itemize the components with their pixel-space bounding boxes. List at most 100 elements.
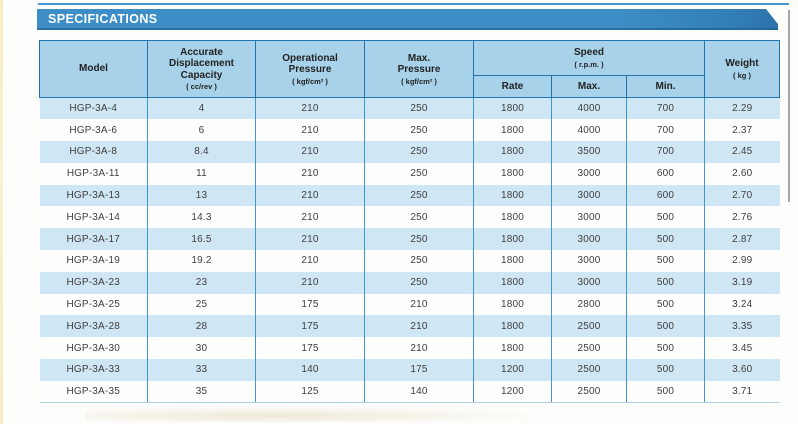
model-cell: HGP-3A-23: [66, 277, 120, 289]
table-row: HGP-3A-25 25 175 210 1800 2800 500 3.24: [39, 293, 780, 316]
weight-cell: 2.70: [704, 184, 780, 207]
speed-rate-cell: 1800: [473, 271, 552, 294]
speed-rate-cell: 1800: [473, 293, 552, 316]
table-row: HGP-3A-6 6 210 250 1800 4000 700 2.37: [39, 119, 780, 142]
table-row: HGP-3A-19 19.2 210 250 1800 3000 500 2.9…: [39, 250, 780, 272]
max-pressure-cell: 250: [364, 97, 474, 120]
speed-min-cell: 500: [626, 228, 705, 251]
weight-cell: 2.29: [704, 97, 780, 120]
max-pressure-cell: 210: [364, 293, 474, 316]
speed-min-cell: 600: [626, 184, 705, 207]
max-pressure-cell: 250: [364, 250, 474, 272]
weight-header-label: Weight: [725, 58, 759, 70]
column-header-speed-max: Max.: [551, 75, 627, 98]
table-header: Model Accurate Displacement Capacity ( c…: [39, 40, 780, 98]
model-cell: HGP-3A-19: [66, 255, 120, 267]
max-pressure-cell: 140: [364, 380, 474, 404]
top-rule-line: [38, 3, 789, 5]
speed-min-cell: 500: [626, 206, 705, 229]
specifications-title-bar: SPECIFICATIONS: [37, 9, 778, 30]
speed-min-cell: 500: [626, 337, 705, 360]
max-pressure-cell: 250: [364, 141, 474, 163]
speed-max-cell: 4000: [551, 119, 627, 142]
max-pressure-header-unit: ( kgf/cm² ): [401, 76, 437, 86]
table-row: HGP-3A-35 35 125 140 1200 2500 500 3.71: [39, 380, 780, 404]
speed-max-cell: 3000: [551, 206, 627, 229]
capacity-cell: 35: [147, 380, 256, 404]
weight-cell: 3.24: [704, 293, 780, 316]
speed-rate-cell: 1200: [473, 380, 552, 404]
capacity-cell: 33: [147, 359, 256, 381]
speed-min-cell: 500: [626, 315, 705, 338]
speed-max-cell: 2500: [551, 359, 627, 381]
specifications-title: SPECIFICATIONS: [48, 12, 158, 26]
weight-cell: 2.60: [704, 162, 780, 185]
capacity-cell: 13: [147, 184, 256, 207]
capacity-cell: 8.4: [147, 141, 256, 163]
speed-rate-cell: 1800: [473, 337, 552, 360]
capacity-cell: 30: [147, 337, 256, 360]
operational-pressure-header-label: Operational Pressure: [282, 52, 338, 76]
max-pressure-cell: 250: [364, 184, 474, 207]
page-bottom-smudge: [85, 406, 555, 422]
table-row: HGP-3A-30 30 175 210 1800 2500 500 3.45: [39, 337, 780, 360]
speed-max-cell: 2500: [551, 315, 627, 338]
weight-cell: 3.45: [704, 337, 780, 360]
speed-max-cell: 3000: [551, 162, 627, 185]
speed-header-unit: ( r.p.m. ): [574, 59, 604, 69]
operational-pressure-cell: 210: [255, 162, 365, 185]
weight-cell: 3.19: [704, 271, 780, 294]
capacity-cell: 28: [147, 315, 256, 338]
speed-max-cell: 3500: [551, 141, 627, 163]
max-pressure-cell: 175: [364, 359, 474, 381]
speed-rate-cell: 1800: [473, 119, 552, 142]
speed-max-cell: 3000: [551, 271, 627, 294]
max-pressure-cell: 250: [364, 162, 474, 185]
capacity-cell: 14.3: [147, 206, 256, 229]
speed-rate-cell: 1800: [473, 97, 552, 120]
speed-rate-cell: 1800: [473, 141, 552, 163]
weight-cell: 3.60: [704, 359, 780, 381]
column-header-weight: Weight ( kg ): [704, 40, 780, 98]
column-header-max-pressure: Max. Pressure ( kgf/cm² ): [364, 40, 474, 98]
weight-cell: 3.35: [704, 315, 780, 338]
operational-pressure-cell: 175: [255, 337, 365, 360]
model-cell: HGP-3A-8: [69, 146, 118, 158]
table-row: HGP-3A-8 8.4 210 250 1800 3500 700 2.45: [39, 141, 780, 163]
speed-min-cell: 500: [626, 359, 705, 381]
table-row: HGP-3A-11 11 210 250 1800 3000 600 2.60: [39, 162, 780, 185]
speed-rate-cell: 1800: [473, 250, 552, 272]
speed-min-cell: 500: [626, 250, 705, 272]
speed-max-cell: 2800: [551, 293, 627, 316]
operational-pressure-cell: 210: [255, 206, 365, 229]
specifications-table: Model Accurate Displacement Capacity ( c…: [39, 40, 780, 404]
weight-header-unit: ( kg ): [733, 70, 751, 80]
capacity-cell: 16.5: [147, 228, 256, 251]
weight-cell: 2.99: [704, 250, 780, 272]
page-right-edge-line: [788, 10, 790, 202]
table-row: HGP-3A-13 13 210 250 1800 3000 600 2.70: [39, 184, 780, 207]
weight-cell: 2.37: [704, 119, 780, 142]
speed-rate-cell: 1800: [473, 162, 552, 185]
max-pressure-cell: 250: [364, 119, 474, 142]
model-cell: HGP-3A-35: [39, 380, 148, 404]
speed-max-cell: 3000: [551, 250, 627, 272]
speed-max-cell: 2500: [551, 380, 627, 404]
model-cell: HGP-3A-17: [66, 233, 120, 245]
model-cell: HGP-3A-28: [66, 320, 120, 332]
max-pressure-header-label: Max. Pressure: [397, 52, 441, 76]
operational-pressure-cell: 210: [255, 228, 365, 251]
operational-pressure-cell: 210: [255, 271, 365, 294]
model-cell: HGP-3A-30: [66, 342, 120, 354]
capacity-cell: 4: [147, 97, 256, 120]
max-pressure-cell: 250: [364, 271, 474, 294]
speed-max-cell: 2500: [551, 337, 627, 360]
speed-min-cell: 500: [626, 380, 705, 404]
table-row: HGP-3A-14 14.3 210 250 1800 3000 500 2.7…: [39, 206, 780, 229]
speed-min-cell: 700: [626, 141, 705, 163]
operational-pressure-cell: 210: [255, 250, 365, 272]
capacity-cell: 19.2: [147, 250, 256, 272]
operational-pressure-cell: 175: [255, 293, 365, 316]
speed-min-cell: 700: [626, 119, 705, 142]
column-header-speed-group: Speed ( r.p.m. ): [473, 40, 705, 76]
